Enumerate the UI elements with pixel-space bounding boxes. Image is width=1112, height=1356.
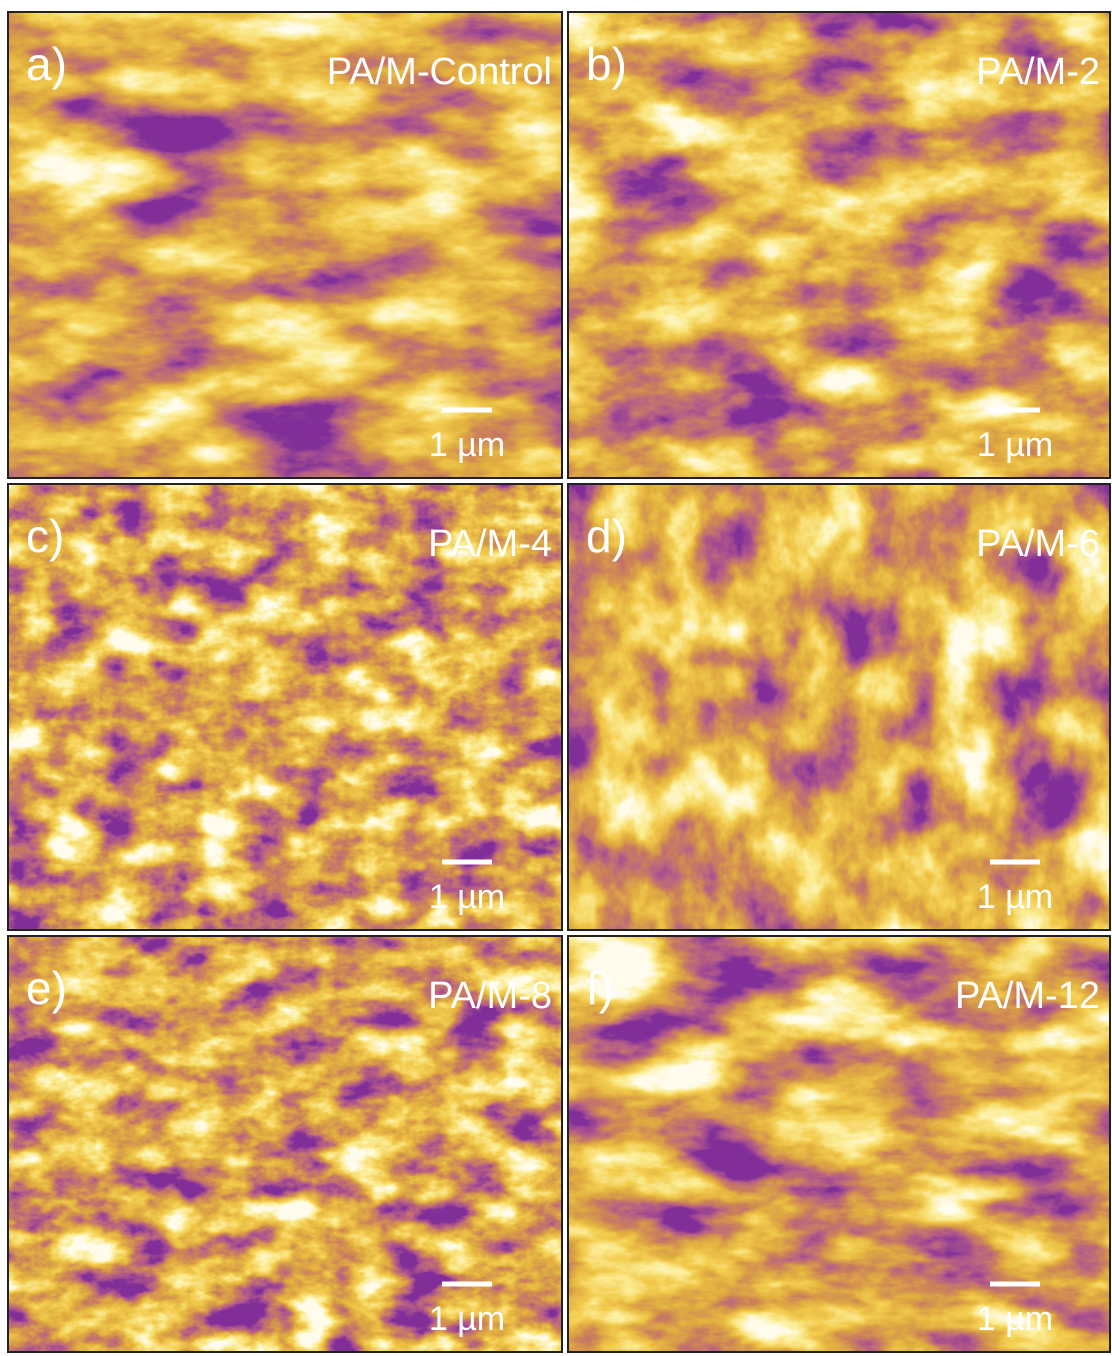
image-panel: d) PA/M-6 1 µm bbox=[568, 484, 1110, 930]
panel-label: f) bbox=[586, 962, 614, 1014]
scale-label: 1 µm bbox=[429, 426, 505, 464]
scale-label: 1 µm bbox=[429, 878, 505, 916]
sample-name: PA/M-Control bbox=[327, 51, 552, 93]
figure: a) PA/M-Control 1 µm b) PA/M-2 1 µm c) PA/M-4 1 … bbox=[0, 0, 1112, 1356]
scale-label: 1 µm bbox=[977, 878, 1053, 916]
sample-name: PA/M-2 bbox=[976, 51, 1100, 93]
sample-name: PA/M-8 bbox=[428, 975, 552, 1017]
panel-label: b) bbox=[586, 38, 627, 90]
panel-label: d) bbox=[586, 510, 627, 562]
image-panel: b) PA/M-2 1 µm bbox=[568, 12, 1110, 478]
panel-label: a) bbox=[26, 38, 67, 90]
scale-label: 1 µm bbox=[429, 1300, 505, 1338]
scale-label: 1 µm bbox=[977, 426, 1053, 464]
sample-name: PA/M-12 bbox=[955, 975, 1100, 1017]
scale-label: 1 µm bbox=[977, 1300, 1053, 1338]
image-panel: e) PA/M-8 1 µm bbox=[8, 936, 562, 1352]
sample-name: PA/M-6 bbox=[976, 523, 1100, 565]
image-panel: c) PA/M-4 1 µm bbox=[8, 484, 562, 930]
image-panel: a) PA/M-Control 1 µm bbox=[8, 12, 562, 478]
sample-name: PA/M-4 bbox=[428, 523, 552, 565]
panel-label: e) bbox=[26, 962, 67, 1014]
panel-label: c) bbox=[26, 510, 64, 562]
image-panel: f) PA/M-12 1 µm bbox=[568, 936, 1110, 1352]
